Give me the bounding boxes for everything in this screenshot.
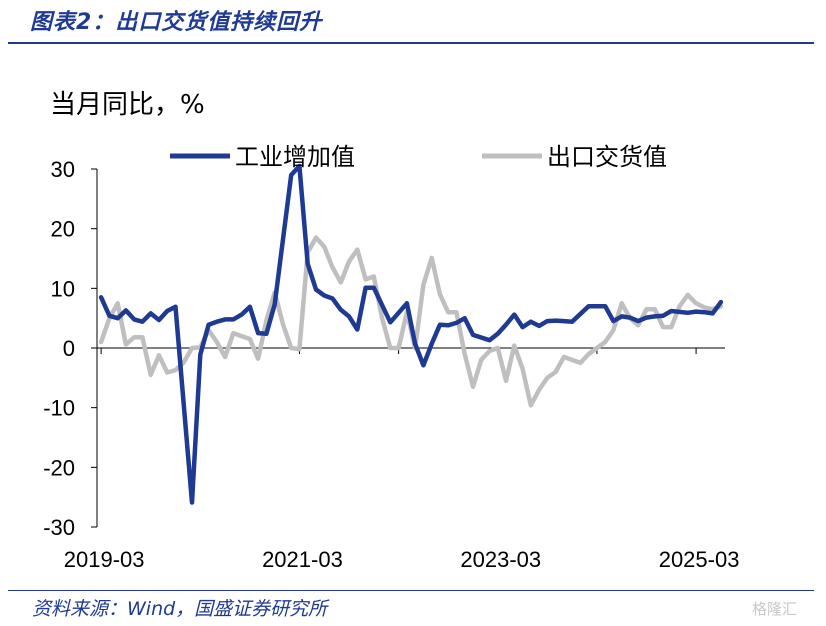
legend: 工业增加值 出口交货值 [170, 143, 667, 171]
y-tick-labels: -30 -20 -10 0 10 20 30 [43, 157, 75, 540]
y-tick-label: 30 [51, 157, 75, 182]
watermark: 格隆汇 [752, 600, 798, 618]
y-tick-label: -30 [43, 515, 75, 540]
y-tick-label: -10 [43, 396, 75, 421]
source-rule [8, 590, 814, 591]
source-note: 资料来源：Wind，国盛证券研究所 [32, 598, 328, 620]
y-axis-label: 当月同比，% [50, 90, 205, 120]
x-tick-label: 2025-03 [659, 547, 740, 572]
figure-title: 图表2：出口交货值持续回升 [30, 10, 323, 35]
y-tick-label: 20 [51, 217, 75, 242]
y-tick-label: 0 [63, 336, 75, 361]
x-tick-label: 2019-03 [64, 547, 145, 572]
title-rule [8, 42, 814, 44]
x-tick-labels: 2019-03 2021-03 2023-03 2025-03 [64, 547, 740, 572]
series-lines [98, 163, 724, 505]
x-tick-label: 2021-03 [262, 547, 343, 572]
x-tick-label: 2023-03 [460, 547, 541, 572]
legend-label: 出口交货值 [547, 143, 667, 171]
legend-label: 工业增加值 [235, 143, 355, 171]
y-tick-label: 10 [51, 276, 75, 301]
chart-axes [91, 168, 725, 528]
series-line [98, 163, 724, 505]
y-tick-label: -20 [43, 455, 75, 480]
